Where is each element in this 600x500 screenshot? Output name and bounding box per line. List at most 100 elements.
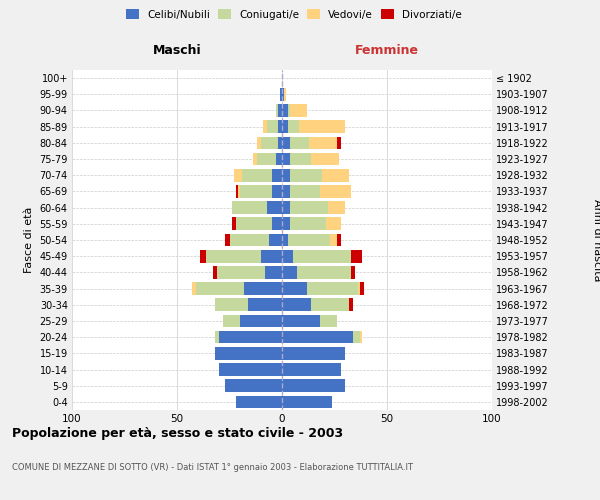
Bar bbox=[196, 282, 244, 295]
Bar bbox=[282, 152, 290, 166]
Bar bbox=[290, 185, 320, 198]
Bar bbox=[289, 104, 290, 117]
Bar bbox=[282, 363, 341, 376]
Bar bbox=[271, 218, 282, 230]
Bar bbox=[290, 152, 311, 166]
Bar bbox=[238, 185, 240, 198]
Bar bbox=[282, 250, 293, 262]
Bar bbox=[278, 120, 282, 133]
Bar bbox=[269, 234, 282, 246]
Bar bbox=[219, 363, 282, 376]
Text: Popolazione per età, sesso e stato civile - 2003: Popolazione per età, sesso e stato civil… bbox=[12, 428, 343, 440]
Bar bbox=[242, 169, 271, 181]
Bar bbox=[360, 282, 364, 295]
Bar bbox=[248, 298, 282, 311]
Bar bbox=[311, 298, 349, 311]
Bar bbox=[268, 202, 282, 214]
Bar bbox=[276, 104, 278, 117]
Bar bbox=[282, 298, 311, 311]
Bar bbox=[289, 234, 331, 246]
Bar bbox=[311, 152, 338, 166]
Bar bbox=[215, 331, 219, 344]
Bar bbox=[328, 202, 345, 214]
Bar bbox=[278, 104, 282, 117]
Bar bbox=[282, 136, 290, 149]
Y-axis label: Anni di nascita: Anni di nascita bbox=[592, 198, 600, 281]
Bar bbox=[261, 136, 278, 149]
Bar bbox=[282, 347, 345, 360]
Bar bbox=[331, 234, 337, 246]
Text: COMUNE DI MEZZANE DI SOTTO (VR) - Dati ISTAT 1° gennaio 2003 - Elaborazione TUTT: COMUNE DI MEZZANE DI SOTTO (VR) - Dati I… bbox=[12, 462, 413, 471]
Bar bbox=[320, 314, 337, 328]
Bar bbox=[349, 298, 353, 311]
Text: Femmine: Femmine bbox=[355, 44, 419, 57]
Y-axis label: Fasce di età: Fasce di età bbox=[24, 207, 34, 273]
Bar bbox=[351, 266, 355, 278]
Bar bbox=[351, 250, 362, 262]
Bar bbox=[282, 331, 353, 344]
Bar bbox=[232, 218, 236, 230]
Bar bbox=[326, 218, 341, 230]
Bar bbox=[282, 380, 345, 392]
Bar bbox=[234, 169, 242, 181]
Bar bbox=[229, 234, 269, 246]
Bar bbox=[320, 185, 352, 198]
Bar bbox=[322, 169, 349, 181]
Bar bbox=[307, 282, 358, 295]
Bar bbox=[337, 234, 341, 246]
Bar bbox=[282, 88, 284, 101]
Bar bbox=[282, 185, 290, 198]
Bar bbox=[253, 152, 257, 166]
Bar bbox=[358, 282, 360, 295]
Bar bbox=[217, 266, 265, 278]
Bar bbox=[271, 169, 282, 181]
Bar bbox=[215, 298, 248, 311]
Bar bbox=[293, 250, 352, 262]
Bar bbox=[353, 331, 360, 344]
Bar bbox=[265, 266, 282, 278]
Bar bbox=[282, 396, 332, 408]
Bar bbox=[268, 120, 278, 133]
Bar bbox=[289, 120, 299, 133]
Bar bbox=[223, 314, 240, 328]
Bar bbox=[215, 347, 282, 360]
Bar bbox=[236, 396, 282, 408]
Bar bbox=[192, 282, 196, 295]
Bar bbox=[310, 136, 337, 149]
Bar bbox=[200, 250, 206, 262]
Bar bbox=[290, 218, 326, 230]
Bar bbox=[226, 234, 229, 246]
Bar bbox=[257, 136, 261, 149]
Bar bbox=[278, 136, 282, 149]
Bar bbox=[257, 152, 276, 166]
Bar bbox=[290, 202, 328, 214]
Bar bbox=[290, 136, 310, 149]
Bar bbox=[263, 120, 268, 133]
Bar bbox=[261, 250, 282, 262]
Bar bbox=[360, 331, 362, 344]
Bar bbox=[282, 169, 290, 181]
Bar bbox=[282, 104, 289, 117]
Bar bbox=[282, 266, 296, 278]
Bar bbox=[290, 104, 307, 117]
Bar bbox=[244, 282, 282, 295]
Bar bbox=[240, 314, 282, 328]
Bar bbox=[337, 136, 341, 149]
Bar bbox=[236, 185, 238, 198]
Bar bbox=[284, 88, 286, 101]
Bar bbox=[299, 120, 345, 133]
Bar bbox=[282, 282, 307, 295]
Bar bbox=[282, 314, 320, 328]
Bar bbox=[232, 202, 268, 214]
Bar bbox=[219, 331, 282, 344]
Bar bbox=[282, 218, 290, 230]
Bar bbox=[282, 234, 289, 246]
Text: Maschi: Maschi bbox=[152, 44, 202, 57]
Bar bbox=[236, 218, 271, 230]
Bar bbox=[290, 169, 322, 181]
Bar bbox=[206, 250, 261, 262]
Bar bbox=[282, 202, 290, 214]
Bar bbox=[240, 185, 271, 198]
Bar bbox=[282, 120, 289, 133]
Bar bbox=[276, 152, 282, 166]
